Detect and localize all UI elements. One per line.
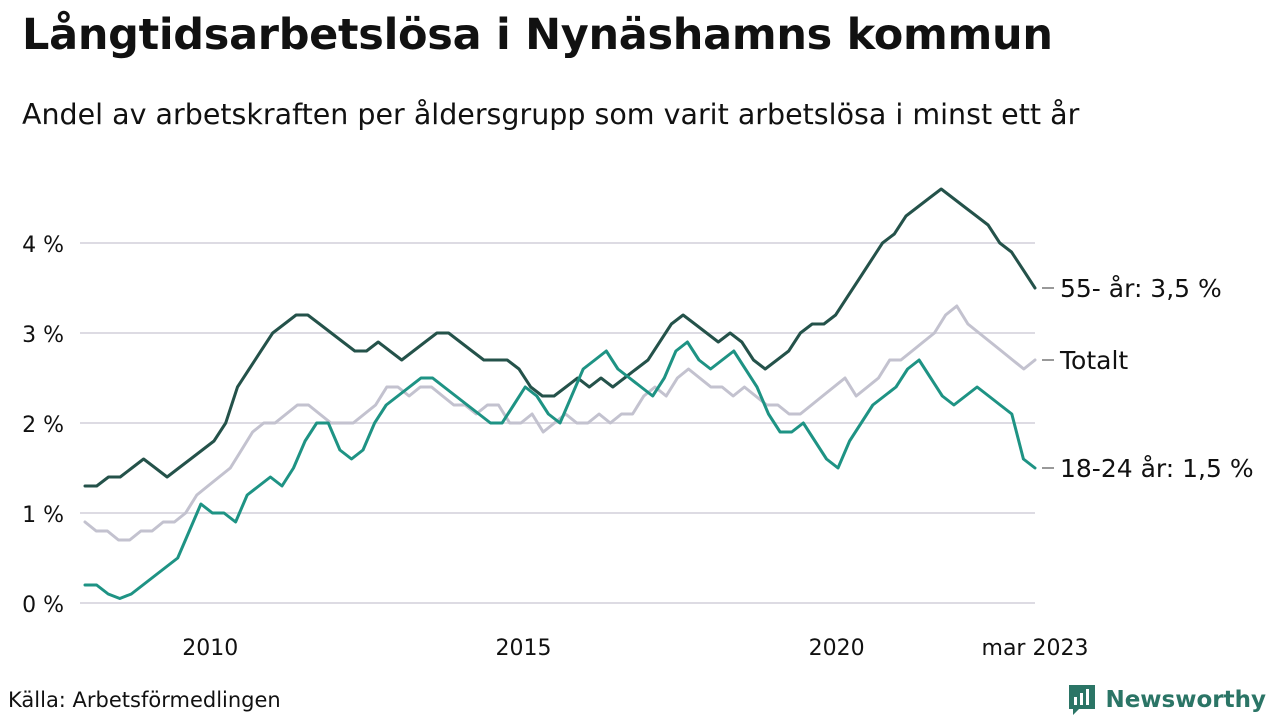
- y-tick-label: 3 %: [22, 323, 64, 348]
- x-axis-labels: 2010 2015 2020 mar 2023: [182, 636, 1088, 661]
- series-line-55-r: [83, 187, 1037, 488]
- bar-chart-icon: [1069, 685, 1096, 715]
- series-line-18-24-r: [83, 340, 1037, 600]
- series-end-labels: 55- år: 3,5 % Totalt 18-24 år: 1,5 %: [1042, 274, 1254, 483]
- x-tick-label: 2010: [182, 636, 238, 661]
- series-end-label: Totalt: [1059, 346, 1128, 375]
- y-tick-label: 4 %: [22, 233, 64, 258]
- x-tick-label: mar 2023: [982, 636, 1089, 661]
- y-tick-label: 0 %: [22, 593, 64, 618]
- grid-lines: [80, 242, 1035, 604]
- series-end-label: 18-24 år: 1,5 %: [1060, 454, 1254, 483]
- series-end-label: 55- år: 3,5 %: [1060, 274, 1222, 303]
- series-line-totalt: [83, 304, 1037, 542]
- y-tick-label: 1 %: [22, 503, 64, 528]
- line-chart: 0 % 1 % 2 % 3 % 4 % 2010 2015 2020 mar 2023 55-…: [22, 187, 1254, 661]
- chart-title: Långtidsarbetslösa i Nynäshamns kommun: [22, 10, 1053, 60]
- x-tick-label: 2015: [495, 636, 551, 661]
- series-lines: [83, 187, 1037, 600]
- brand-name: Newsworthy: [1105, 687, 1266, 713]
- chart-subtitle: Andel av arbetskraften per åldersgrupp s…: [22, 98, 1080, 131]
- x-tick-label: 2020: [809, 636, 865, 661]
- newsworthy-logo: Newsworthy: [1067, 683, 1266, 717]
- source-note: Källa: Arbetsförmedlingen: [8, 688, 281, 712]
- y-axis-labels: 0 % 1 % 2 % 3 % 4 %: [22, 233, 64, 618]
- y-tick-label: 2 %: [22, 413, 64, 438]
